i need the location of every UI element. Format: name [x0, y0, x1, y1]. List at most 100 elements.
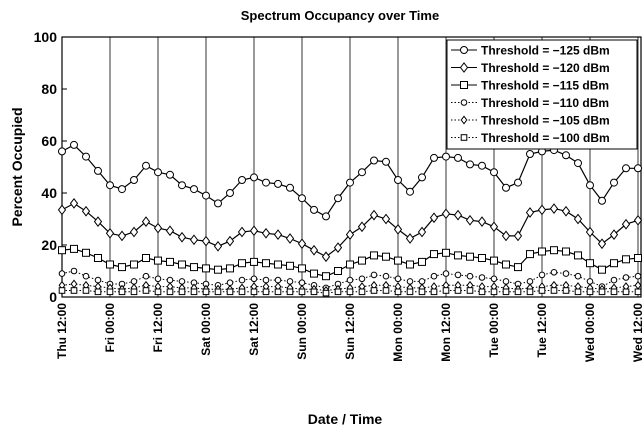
- marker: [70, 287, 78, 294]
- marker: [561, 205, 571, 217]
- marker: [478, 254, 486, 262]
- marker: [441, 208, 451, 220]
- marker: [286, 261, 294, 270]
- marker: [358, 288, 366, 296]
- marker: [249, 225, 259, 237]
- marker: [442, 287, 450, 294]
- marker: [634, 288, 642, 296]
- marker: [357, 221, 367, 233]
- marker: [141, 216, 151, 227]
- marker: [82, 248, 90, 257]
- marker: [405, 233, 415, 244]
- marker: [82, 272, 90, 280]
- marker: [238, 259, 246, 268]
- marker: [69, 198, 79, 209]
- x-tick-label: Tue 00:00: [487, 303, 501, 358]
- marker: [490, 256, 498, 265]
- marker: [70, 267, 78, 275]
- marker: [58, 270, 66, 277]
- marker: [286, 183, 294, 192]
- marker: [346, 260, 354, 269]
- marker: [274, 288, 282, 296]
- marker: [154, 256, 162, 265]
- marker: [190, 185, 198, 194]
- marker: [346, 276, 354, 284]
- marker: [322, 272, 330, 281]
- marker: [609, 229, 619, 240]
- marker: [262, 288, 270, 296]
- marker: [130, 176, 138, 184]
- legend-box: [446, 39, 638, 150]
- marker: [634, 164, 642, 173]
- marker: [166, 276, 174, 284]
- marker: [346, 178, 354, 187]
- marker: [165, 225, 175, 237]
- marker: [477, 216, 487, 227]
- marker: [333, 242, 343, 253]
- marker: [214, 199, 222, 208]
- marker: [465, 214, 475, 226]
- marker: [298, 264, 306, 273]
- marker: [262, 276, 270, 284]
- marker: [610, 178, 618, 187]
- marker: [406, 288, 414, 296]
- marker: [298, 288, 306, 296]
- marker: [273, 229, 283, 240]
- marker: [478, 288, 486, 296]
- marker: [430, 272, 438, 280]
- marker: [70, 244, 78, 253]
- marker: [514, 178, 522, 187]
- marker: [298, 194, 306, 203]
- marker: [297, 238, 307, 250]
- marker: [202, 191, 210, 200]
- marker: [382, 287, 390, 294]
- marker: [154, 288, 162, 296]
- marker: [130, 288, 138, 296]
- marker: [57, 204, 67, 216]
- marker: [190, 263, 198, 272]
- marker: [489, 221, 499, 233]
- marker: [490, 168, 498, 177]
- marker: [622, 164, 630, 173]
- marker: [574, 288, 582, 296]
- marker: [453, 209, 463, 221]
- y-tick-label: 20: [41, 237, 57, 253]
- marker: [393, 224, 403, 235]
- marker: [94, 166, 102, 175]
- marker: [502, 183, 510, 192]
- marker: [418, 173, 426, 182]
- marker: [106, 181, 114, 190]
- marker: [214, 265, 222, 274]
- marker: [394, 176, 402, 184]
- marker: [598, 196, 606, 205]
- marker: [460, 99, 468, 106]
- marker: [202, 288, 210, 296]
- marker: [106, 288, 114, 296]
- marker: [442, 270, 450, 277]
- x-axis-label: Date / Time: [308, 411, 383, 427]
- legend-label: Threshold = −115 dBm: [481, 79, 609, 93]
- marker: [250, 288, 258, 296]
- marker: [598, 288, 606, 296]
- x-tick-label: Mon 12:00: [439, 303, 453, 362]
- marker: [226, 189, 234, 197]
- marker: [237, 226, 247, 238]
- marker: [345, 229, 355, 240]
- marker: [513, 230, 523, 242]
- marker: [394, 275, 402, 283]
- marker: [82, 152, 90, 161]
- marker: [478, 274, 486, 281]
- x-tick-label: Sun 00:00: [295, 303, 309, 360]
- chart-title: Spectrum Occupancy over Time: [241, 8, 439, 23]
- marker: [549, 203, 559, 214]
- marker: [346, 288, 354, 296]
- marker: [460, 115, 468, 125]
- marker: [418, 257, 426, 266]
- marker: [394, 256, 402, 265]
- marker: [309, 244, 319, 256]
- marker: [310, 288, 318, 296]
- marker: [381, 213, 391, 225]
- marker: [466, 252, 474, 261]
- marker: [550, 287, 558, 294]
- marker: [118, 185, 126, 194]
